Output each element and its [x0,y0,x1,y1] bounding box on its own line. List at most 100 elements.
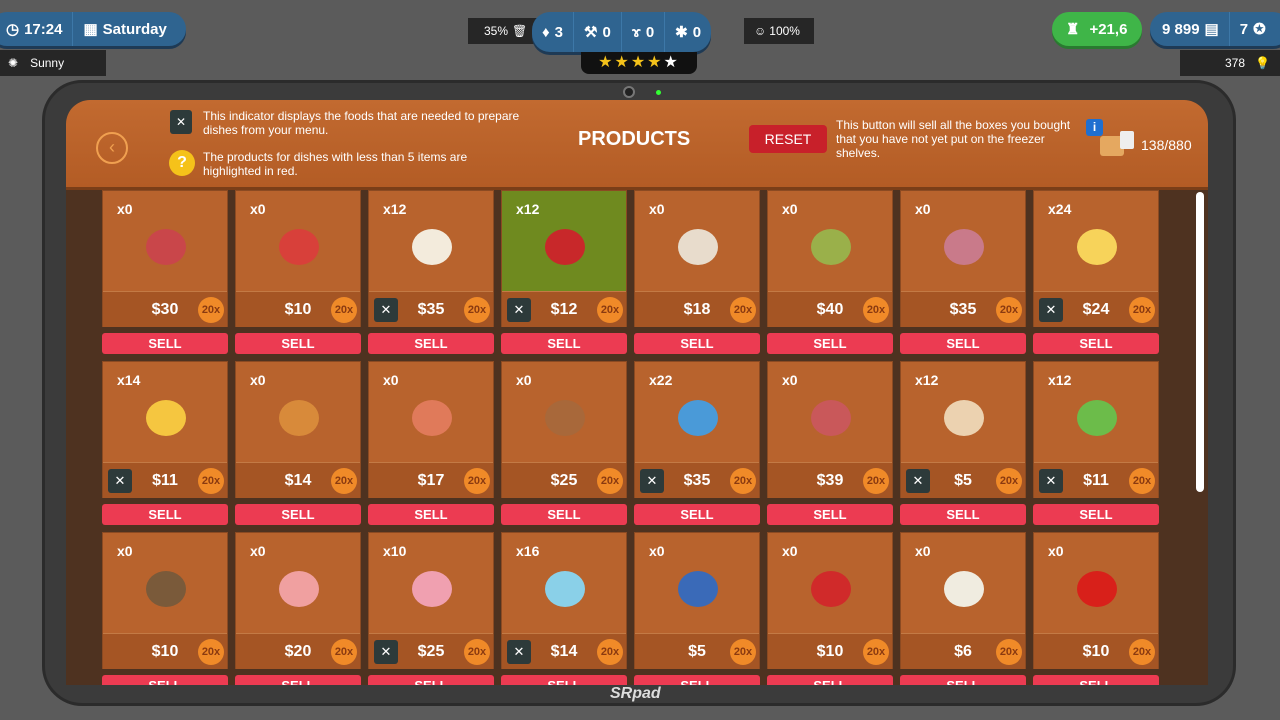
reset-button[interactable]: RESET [749,125,827,153]
product-tile[interactable]: x0 $10 20x [102,532,228,669]
sell-button[interactable]: SELL [634,675,760,685]
sell-button[interactable]: SELL [235,675,361,685]
scrollbar[interactable] [1196,192,1204,492]
product-tile[interactable]: x0 $25 20x [501,361,627,498]
bulk-20x-badge[interactable]: 20x [1129,639,1155,665]
sell-button[interactable]: SELL [767,675,893,685]
product-tile[interactable]: x0 $30 20x [102,190,228,327]
bulk-20x-badge[interactable]: 20x [863,639,889,665]
product-tile[interactable]: x0 $39 20x [767,361,893,498]
product-tile[interactable]: x12 ✕ $11 20x [1033,361,1159,498]
menu-food-icon: ✕ [906,469,930,493]
product-price: $35 [417,301,445,318]
product-tile[interactable]: x0 $6 20x [900,532,1026,669]
product-tile[interactable]: x0 $17 20x [368,361,494,498]
sell-button[interactable]: SELL [634,504,760,525]
product-tile[interactable]: x0 $40 20x [767,190,893,327]
bulk-20x-badge[interactable]: 20x [464,468,490,494]
product-tile[interactable]: x0 $10 20x [767,532,893,669]
price-bar: ✕ $35 20x [369,291,493,327]
sell-button[interactable]: SELL [368,333,494,354]
bulk-20x-badge[interactable]: 20x [464,297,490,323]
sell-button[interactable]: SELL [368,675,494,685]
product-tile[interactable]: x0 $18 20x [634,190,760,327]
product-tile[interactable]: x0 $5 20x [634,532,760,669]
price-bar: $10 20x [768,633,892,669]
price-bar: $30 20x [103,291,227,327]
bulk-20x-badge[interactable]: 20x [863,297,889,323]
product-tile[interactable]: x0 $10 20x [235,190,361,327]
sell-button[interactable]: SELL [235,333,361,354]
bulk-20x-badge[interactable]: 20x [198,468,224,494]
trash-icon: 🗑 [512,24,528,38]
bulk-20x-badge[interactable]: 20x [464,639,490,665]
bulk-20x-badge[interactable]: 20x [730,297,756,323]
product-tile[interactable]: x10 ✕ $25 20x [368,532,494,669]
sell-button[interactable]: SELL [1033,675,1159,685]
price-bar: ✕ $5 20x [901,462,1025,498]
info-icon[interactable]: i [1086,119,1103,136]
product-tile[interactable]: x0 $14 20x [235,361,361,498]
product-quantity: x0 [516,372,532,388]
sell-button[interactable]: SELL [1033,504,1159,525]
sell-button[interactable]: SELL [368,504,494,525]
product-tile[interactable]: x12 ✕ $5 20x [900,361,1026,498]
sell-button[interactable]: SELL [900,504,1026,525]
price-bar: $18 20x [635,291,759,327]
sell-button[interactable]: SELL [102,675,228,685]
highlight-info: The products for dishes with less than 5… [203,150,468,178]
product-card-apple: x0 $10 20x SELL [1033,532,1159,685]
sell-button[interactable]: SELL [501,504,627,525]
product-quantity: x0 [250,201,266,217]
currency-panel: 9 899 ▤ 7 ✪ [1150,12,1280,46]
chicken-icon [412,571,452,607]
product-tile[interactable]: x24 ✕ $24 20x [1033,190,1159,327]
bulk-20x-badge[interactable]: 20x [863,468,889,494]
money-bag-icon: ♜ [1066,21,1080,38]
sell-button[interactable]: SELL [767,333,893,354]
sell-button[interactable]: SELL [900,333,1026,354]
cherries-icon [811,571,851,607]
product-tile[interactable]: x0 $35 20x [900,190,1026,327]
product-tile[interactable]: x16 ✕ $14 20x [501,532,627,669]
bulk-20x-badge[interactable]: 20x [996,468,1022,494]
bulk-20x-badge[interactable]: 20x [1129,297,1155,323]
bulk-20x-badge[interactable]: 20x [996,639,1022,665]
sell-button[interactable]: SELL [1033,333,1159,354]
sell-button[interactable]: SELL [235,504,361,525]
bulk-20x-badge[interactable]: 20x [597,639,623,665]
price-bar: $25 20x [502,462,626,498]
sell-button[interactable]: SELL [102,504,228,525]
clock-icon: ◷ [6,21,20,38]
price-bar: ✕ $25 20x [369,633,493,669]
bulk-20x-badge[interactable]: 20x [1129,468,1155,494]
bulk-20x-badge[interactable]: 20x [730,468,756,494]
product-tile[interactable]: x12 ✕ $12 20x [501,190,627,327]
sell-button[interactable]: SELL [634,333,760,354]
price-bar: $40 20x [768,291,892,327]
bulk-20x-badge[interactable]: 20x [597,468,623,494]
price-bar: ✕ $11 20x [103,462,227,498]
product-tile[interactable]: x12 ✕ $35 20x [368,190,494,327]
bulk-20x-badge[interactable]: 20x [198,297,224,323]
bulk-20x-badge[interactable]: 20x [331,639,357,665]
sell-button[interactable]: SELL [501,333,627,354]
product-tile[interactable]: x0 $20 20x [235,532,361,669]
product-tile[interactable]: x14 ✕ $11 20x [102,361,228,498]
bulk-20x-badge[interactable]: 20x [730,639,756,665]
sell-button[interactable]: SELL [501,675,627,685]
back-button[interactable]: ‹ [96,132,128,164]
bulk-20x-badge[interactable]: 20x [198,639,224,665]
sell-button[interactable]: SELL [102,333,228,354]
sell-button[interactable]: SELL [900,675,1026,685]
bulk-20x-badge[interactable]: 20x [331,468,357,494]
sell-button[interactable]: SELL [767,504,893,525]
product-tile[interactable]: x22 ✕ $35 20x [634,361,760,498]
product-tile[interactable]: x0 $10 20x [1033,532,1159,669]
status-led [656,90,661,95]
bulk-20x-badge[interactable]: 20x [597,297,623,323]
bulk-20x-badge[interactable]: 20x [331,297,357,323]
product-card-tomato: x0 $10 20x SELL [235,190,361,354]
pasta-icon [678,571,718,607]
bulk-20x-badge[interactable]: 20x [996,297,1022,323]
